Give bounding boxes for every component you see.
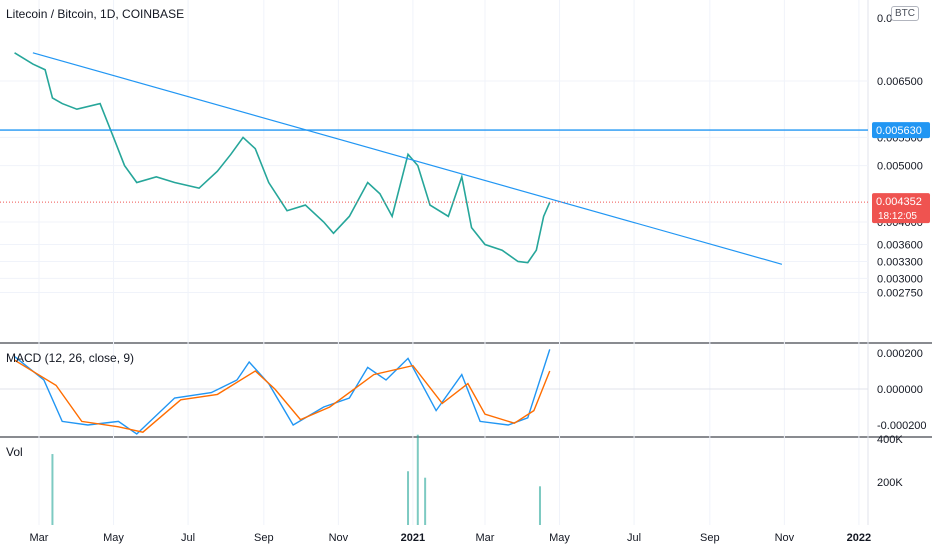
macd-tick-label: -0.000200 — [877, 420, 927, 432]
volume-tick-label: 200K — [877, 477, 903, 489]
time-axis-label: May — [549, 532, 570, 544]
price-tick-label: 0.003600 — [877, 240, 923, 252]
time-axis-label: Nov — [775, 532, 795, 544]
time-axis-label: Jul — [627, 532, 641, 544]
volume-tick-label: 400K — [877, 434, 903, 446]
price-tick-label: 0.005000 — [877, 161, 923, 173]
price-tick-label: 0.002750 — [877, 288, 923, 300]
time-axis-label: Nov — [329, 532, 349, 544]
time-axis-label: Sep — [700, 532, 720, 544]
time-axis-label: 2022 — [847, 532, 871, 544]
price-tick-label: 0.006500 — [877, 76, 923, 88]
volume-bar — [407, 471, 410, 525]
volume-bar — [51, 454, 54, 525]
macd-tick-label: 0.000000 — [877, 384, 923, 396]
price-line — [14, 52, 551, 264]
price-tick-label: 0.0 — [877, 13, 892, 25]
price-tick-label: 0.003000 — [877, 273, 923, 285]
volume-bar — [538, 486, 541, 525]
volume-label: Vol — [6, 445, 23, 459]
time-axis-label: 2021 — [401, 532, 425, 544]
volume-bar — [424, 477, 427, 525]
horizontal-level-label-bg — [872, 122, 930, 139]
volume-bar — [416, 434, 419, 525]
time-axis-label: Sep — [254, 532, 274, 544]
time-axis-label: Jul — [181, 532, 195, 544]
macd-tick-label: 0.000200 — [877, 348, 923, 360]
price-tick-label: 0.003300 — [877, 256, 923, 268]
last-price-label-bg — [872, 193, 930, 224]
macd-series-line — [14, 349, 551, 435]
last-price-label: 0.004352 — [876, 196, 922, 208]
time-axis-label: Mar — [30, 532, 49, 544]
time-axis-label: May — [103, 532, 124, 544]
macd-label: MACD (12, 26, close, 9) — [6, 351, 135, 365]
chart-title: Litecoin / Bitcoin, 1D, COINBASE — [6, 7, 185, 21]
time-axis-label: Mar — [476, 532, 495, 544]
trendline[interactable] — [32, 52, 783, 265]
macd-series-line — [14, 359, 551, 433]
bar-countdown-label: 18:12:05 — [878, 211, 917, 222]
currency-badge[interactable]: BTC — [891, 6, 919, 21]
horizontal-level-label: 0.005630 — [876, 125, 922, 137]
